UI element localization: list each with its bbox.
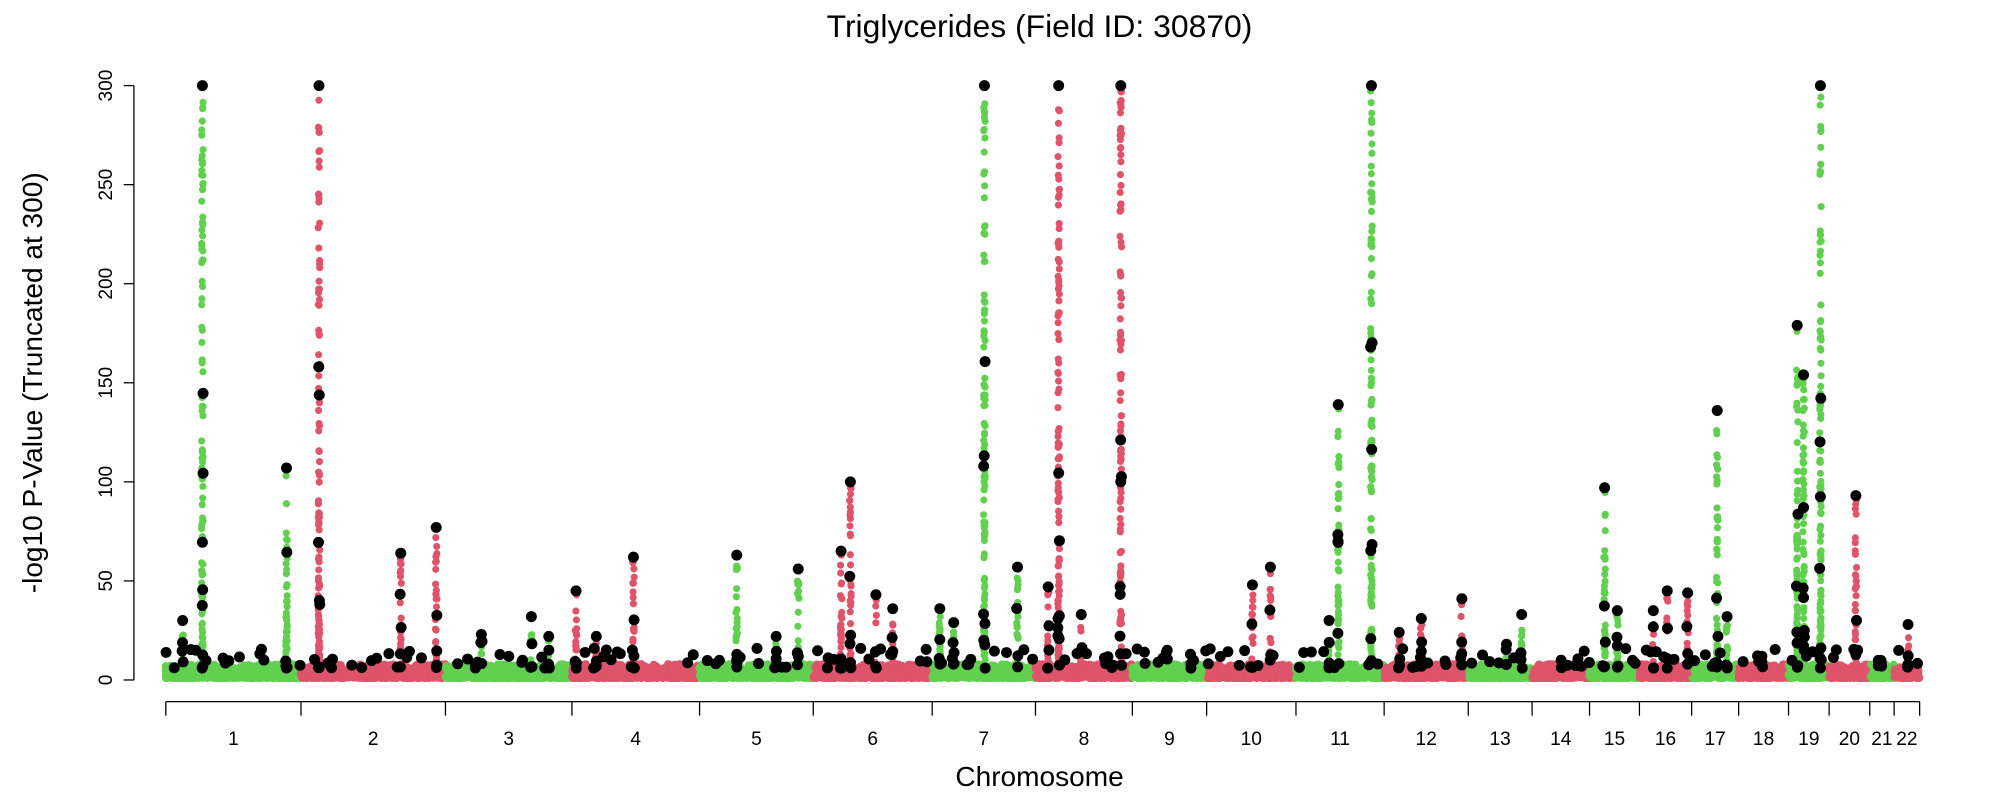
point-chr4	[606, 672, 615, 681]
point-chr8	[1099, 672, 1109, 681]
point-chr8	[1066, 672, 1075, 681]
point-chr12	[1383, 665, 1392, 674]
point-chr5	[722, 672, 731, 681]
point-chr1	[272, 661, 281, 670]
point-chr12	[1450, 672, 1460, 682]
point-chr7	[943, 673, 952, 683]
point-chr6	[901, 664, 910, 673]
point-chr8	[1085, 673, 1094, 683]
point-chr7	[961, 672, 971, 681]
chart-title: Triglycerides (Field ID: 30870)	[827, 8, 1253, 44]
point-chr4	[648, 670, 657, 679]
point-chr11	[1305, 671, 1315, 680]
point-chr5	[748, 667, 758, 676]
point-chr1	[173, 673, 182, 682]
point-chr2	[384, 672, 393, 682]
point-chr1	[261, 673, 271, 682]
point-chr3	[511, 672, 520, 682]
point-chr11	[1343, 672, 1352, 681]
point-chr6	[812, 673, 821, 682]
point-chr3	[441, 664, 450, 673]
point-chr3	[553, 673, 562, 683]
point-chr4	[670, 673, 679, 682]
point-chr3	[451, 673, 460, 682]
point-chr4	[570, 673, 580, 682]
point-chr5	[776, 673, 785, 682]
point-chr2	[349, 672, 358, 681]
point-chr10	[1221, 673, 1231, 683]
point-chr2	[364, 673, 373, 682]
point-chr1	[234, 673, 243, 682]
point-chr2	[403, 673, 413, 682]
points-layer	[160, 80, 1924, 683]
point-chr2	[342, 673, 351, 682]
point-chr1	[164, 673, 173, 682]
point-chr3	[493, 666, 503, 676]
point-chr1	[222, 672, 231, 681]
point-chr1	[215, 673, 225, 682]
point-chr2	[299, 671, 308, 680]
point-chr4	[640, 661, 649, 671]
point-chr10	[1229, 673, 1239, 683]
point-chr2	[380, 661, 389, 670]
point-chr4	[655, 667, 664, 676]
point-chr10	[1226, 661, 1235, 670]
point-chr4	[639, 670, 648, 679]
point-chr1	[290, 673, 299, 683]
point-chr2	[331, 673, 341, 682]
point-chr9	[1173, 665, 1183, 674]
point-chr2	[369, 666, 378, 675]
point-chr5	[701, 673, 710, 683]
point-chr4	[614, 671, 623, 680]
point-chr12	[1442, 673, 1451, 682]
point-chr6	[912, 673, 921, 682]
point-chr3	[501, 663, 510, 672]
point-chr7	[998, 665, 1007, 674]
point-chr12	[1434, 673, 1443, 682]
point-chr10	[1259, 671, 1268, 680]
point-chr6	[896, 673, 905, 683]
point-chr1	[210, 660, 219, 669]
point-chr9	[1192, 673, 1201, 683]
point-chr5	[711, 670, 721, 679]
point-chr1	[252, 664, 261, 673]
point-chr11	[1352, 672, 1361, 681]
point-chr2	[415, 661, 425, 671]
point-chr2	[357, 673, 366, 682]
point-chr4	[669, 663, 678, 672]
x-axis-label: Chromosome	[955, 761, 1123, 792]
point-chr5	[761, 668, 770, 677]
point-chr9	[1139, 673, 1148, 682]
point-chr7	[992, 672, 1001, 681]
point-chr1	[191, 672, 200, 681]
point-chr11	[1311, 661, 1320, 670]
point-chr1	[186, 660, 196, 670]
point-chr3	[559, 666, 568, 675]
point-chr1	[242, 668, 251, 677]
point-chr3	[501, 670, 510, 679]
point-chr3	[470, 672, 479, 681]
point-chr10	[1280, 672, 1290, 681]
point-chr4	[649, 660, 658, 669]
y-axis-label: -log10 P-Value (Truncated at 300)	[17, 172, 48, 593]
point-chr4	[677, 673, 687, 682]
point-chr7	[1020, 673, 1029, 683]
point-chr2	[414, 673, 423, 682]
point-chr11	[1313, 673, 1323, 682]
point-chr10	[1209, 673, 1218, 682]
point-chr1	[161, 666, 170, 675]
point-chr9	[1146, 673, 1155, 683]
point-chr6	[859, 669, 869, 678]
